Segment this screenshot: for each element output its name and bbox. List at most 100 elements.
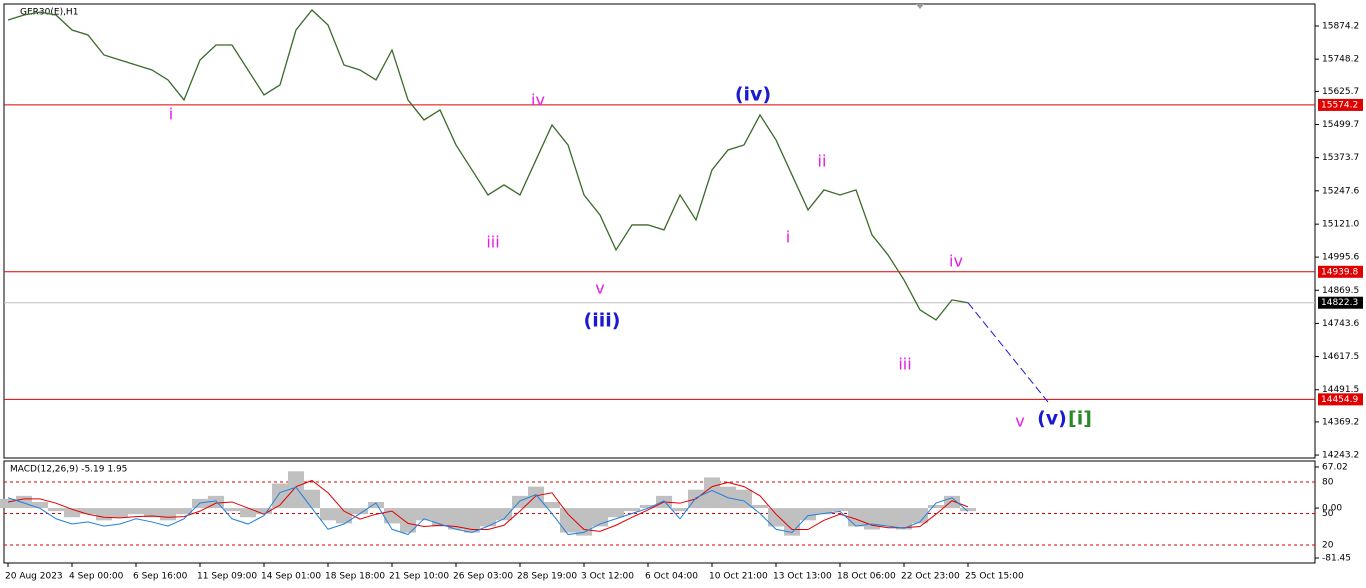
macd-bar [320, 508, 336, 521]
level-label-box [1318, 393, 1363, 406]
x-tick-label: 18 Oct 06:00 [837, 572, 896, 582]
x-tick-label: 26 Sep 03:00 [453, 572, 513, 582]
macd-bar [592, 508, 608, 527]
macd-bar [272, 483, 288, 509]
indicator-line [7, 486, 969, 536]
macd-title: MACD(12,26,9) -5.19 1.95 [10, 465, 127, 475]
macd-bar [32, 501, 48, 509]
level-label-box [1318, 296, 1363, 309]
macd-bar [288, 471, 304, 509]
macd-bar [832, 508, 848, 512]
macd-bar [176, 508, 192, 515]
macd-bar [256, 508, 272, 515]
x-tick-label: 6 Sep 16:00 [133, 572, 188, 582]
macd-bar [128, 508, 144, 515]
price-frame [3, 3, 1316, 459]
macd-bar [480, 508, 496, 527]
projection [967, 302, 1049, 403]
price-line [7, 9, 969, 321]
y-tick-label: 15121.0 [1322, 220, 1359, 230]
macd-bar [224, 508, 240, 512]
x-tick-label: 10 Oct 21:00 [709, 572, 768, 582]
macd-bar [112, 508, 128, 518]
macd-bar [496, 508, 512, 521]
wave-label: [i] [1068, 408, 1092, 430]
macd-bar [16, 495, 32, 509]
level-label: 15574.2 [1321, 100, 1358, 110]
macd-bar [912, 508, 928, 524]
y-tick-label: 14243.2 [1322, 451, 1359, 461]
wave-label: iv [531, 91, 545, 110]
macd-bar [800, 508, 816, 521]
x-tick-label: 11 Sep 09:00 [197, 572, 257, 582]
y-tick-label: 14369.2 [1322, 417, 1359, 427]
macd-bar [928, 505, 944, 509]
macd-bar [304, 489, 320, 509]
macd-bar [544, 501, 560, 509]
x-tick-label: 21 Sep 10:00 [389, 572, 449, 582]
x-tick-label: 6 Oct 04:00 [645, 572, 698, 582]
wave-label: iv [949, 252, 963, 271]
level-label: 14454.9 [1321, 395, 1358, 405]
macd-bar [144, 508, 160, 518]
wave-label: v [1015, 412, 1024, 431]
macd-bar [416, 508, 432, 521]
x-tick-label: 4 Sep 00:00 [69, 572, 124, 582]
y-tick-label: 15499.7 [1322, 120, 1359, 130]
x-tick-label: 25 Oct 15:00 [965, 572, 1024, 582]
chart-title: GER30(E),H1 [20, 8, 78, 18]
level-label: 14822.3 [1321, 298, 1358, 308]
macd-bar [160, 508, 176, 521]
x-tick-label: 3 Oct 12:00 [581, 572, 634, 582]
macd-bar [576, 508, 592, 536]
x-tick-label: 13 Oct 13:00 [773, 572, 832, 582]
macd-bar [464, 508, 480, 533]
macd-bar [528, 486, 544, 509]
macd-bar [352, 508, 368, 515]
level-label-box [1318, 265, 1363, 278]
wave-label: (v) [1037, 408, 1067, 430]
macd-frame [3, 460, 1316, 564]
macd-bar [432, 508, 448, 527]
y-tick-label: -81.45 [1322, 554, 1351, 564]
wave-label: (iv) [735, 84, 771, 106]
shift-marker [916, 4, 924, 9]
y-tick-label: 15748.2 [1322, 55, 1359, 65]
x-tick-label: 18 Sep 18:00 [325, 572, 385, 582]
macd-bar [560, 508, 576, 533]
macd-bar [608, 508, 624, 518]
y-tick-label: 14491.5 [1322, 385, 1359, 395]
wave-label: (iii) [584, 310, 621, 332]
macd-bar [48, 508, 64, 512]
macd-bar [0, 498, 16, 509]
level-label-box [1318, 98, 1363, 111]
macd-bar [640, 505, 656, 509]
y-tick-label: 14617.5 [1322, 352, 1359, 362]
macd-bar [448, 508, 464, 530]
y2-tick-label: 80 [1322, 478, 1334, 488]
macd-bar [624, 508, 640, 512]
macd-bar [960, 508, 976, 512]
macd-bar [368, 501, 384, 509]
macd-bar [80, 508, 96, 515]
y-tick-label: 14869.5 [1322, 286, 1359, 296]
y-tick-label: 15625.7 [1322, 87, 1359, 97]
y2-tick-label: 20 [1322, 541, 1334, 551]
macd-bar [240, 508, 256, 518]
macd-bar [816, 508, 832, 515]
wave-label: ii [818, 152, 827, 171]
x-tick-label: 20 Aug 2023 [5, 572, 63, 582]
y-tick-label: 15247.6 [1322, 186, 1359, 196]
macd-bar [672, 508, 688, 512]
y2-tick-label: 50 [1322, 509, 1334, 519]
macd-bar [400, 508, 416, 533]
macd-bar [752, 505, 768, 509]
x-tick-label: 28 Sep 19:00 [517, 572, 577, 582]
y-tick-label: 15874.2 [1322, 21, 1359, 31]
macd-bar [96, 508, 112, 521]
macd-bar [768, 508, 784, 527]
x-tick-label: 14 Sep 01:00 [261, 572, 321, 582]
level-label: 14939.8 [1321, 267, 1358, 277]
macd-bar [64, 508, 80, 518]
